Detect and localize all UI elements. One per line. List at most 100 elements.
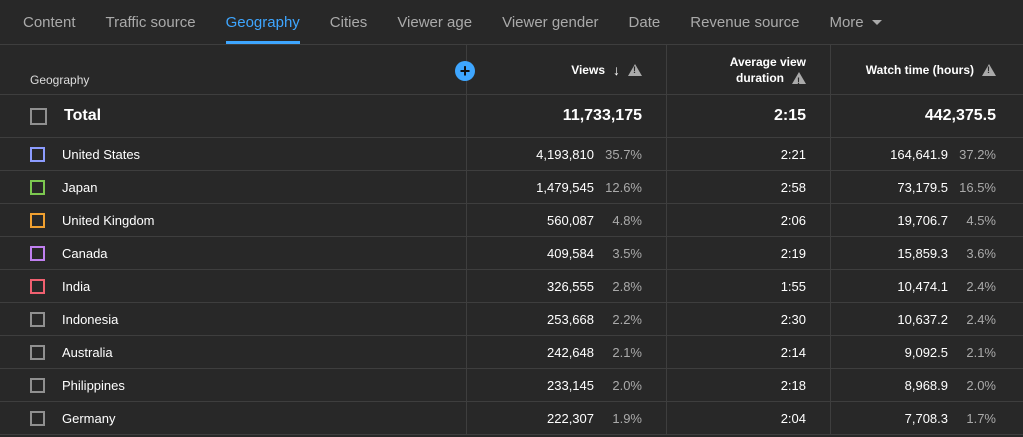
- views-percent: 2.8%: [612, 278, 642, 294]
- watch-header-label: Watch time (hours): [865, 62, 974, 77]
- avg-duration-value: 2:06: [780, 212, 806, 228]
- views-value: 253,668: [547, 311, 594, 327]
- geography-table: Geography + Views ↓ Average view duratio…: [0, 45, 1023, 435]
- watch-time-value: 8,968.9: [904, 377, 948, 393]
- avg-duration-value: 2:04: [780, 410, 806, 426]
- watch-time-percent: 2.4%: [966, 278, 996, 294]
- country-name: Indonesia: [62, 311, 119, 327]
- table-row: Philippines 233,145 2.0% 2:18 8,968.9 2.…: [0, 369, 1023, 402]
- tab-viewer-gender[interactable]: Viewer gender: [502, 13, 599, 31]
- watch-time-percent: 2.0%: [966, 377, 996, 393]
- tab-content[interactable]: Content: [23, 13, 76, 31]
- country-name[interactable]: United Kingdom: [62, 212, 155, 228]
- views-percent: 12.6%: [605, 179, 642, 195]
- avg-duration-value: 2:58: [780, 179, 806, 195]
- views-percent: 4.8%: [612, 212, 642, 228]
- country-name: Japan: [62, 179, 98, 195]
- watch-time-percent: 2.4%: [966, 311, 996, 327]
- row-checkbox[interactable]: [30, 311, 45, 327]
- watch-time-percent: 4.5%: [966, 212, 996, 228]
- table-row: United Kingdom 560,087 4.8% 2:06 19,706.…: [0, 204, 1023, 237]
- watch-time-value: 10,474.1: [897, 278, 948, 294]
- avg-duration-column-header[interactable]: Average view duration: [667, 45, 831, 94]
- row-checkbox[interactable]: [30, 212, 45, 228]
- views-value: 326,555: [547, 278, 594, 294]
- country-name[interactable]: India: [62, 278, 91, 294]
- table-row: Japan 1,479,545 12.6% 2:58 73,179.5 16.5…: [0, 171, 1023, 204]
- country-name[interactable]: Canada: [62, 245, 108, 261]
- avg-header-line1: Average view: [729, 54, 806, 69]
- watch-time-value: 10,637.2: [897, 311, 948, 327]
- row-checkbox[interactable]: [30, 278, 45, 294]
- table-body: United States 4,193,810 35.7% 2:21 164,6…: [0, 138, 1023, 435]
- chevron-down-icon: [871, 19, 882, 25]
- views-value: 409,584: [547, 245, 594, 261]
- views-percent: 35.7%: [605, 146, 642, 162]
- country-name[interactable]: Germany: [62, 410, 116, 426]
- avg-duration-value: 2:18: [780, 377, 806, 393]
- tab-viewer-age[interactable]: Viewer age: [397, 13, 473, 31]
- row-checkbox[interactable]: [30, 377, 45, 393]
- table-row: Canada 409,584 3.5% 2:19 15,859.3 3.6%: [0, 237, 1023, 270]
- views-value: 560,087: [547, 212, 594, 228]
- avg-duration-value: 2:21: [780, 146, 806, 162]
- views-value: 1,479,545: [536, 179, 594, 195]
- warning-icon[interactable]: [792, 71, 806, 89]
- watch-time-value: 15,859.3: [897, 245, 948, 261]
- views-header-label: Views: [571, 62, 605, 77]
- tab-geography[interactable]: Geography: [225, 0, 301, 44]
- tab-cities[interactable]: Cities: [329, 13, 368, 31]
- watch-time-percent: 37.2%: [959, 146, 996, 162]
- views-value: 4,193,810: [536, 146, 594, 162]
- tab-more-label: More: [829, 13, 864, 31]
- tab-traffic-source[interactable]: Traffic source: [105, 13, 196, 31]
- tab-more[interactable]: More: [829, 0, 882, 44]
- table-row: United States 4,193,810 35.7% 2:21 164,6…: [0, 138, 1023, 171]
- avg-duration-value: 1:55: [780, 278, 806, 294]
- table-row: Australia 242,648 2.1% 2:14 9,092.5 2.1%: [0, 336, 1023, 369]
- country-name[interactable]: United States: [62, 146, 141, 162]
- views-value: 233,145: [547, 377, 594, 393]
- report-tabs: Content Traffic source Geography Cities …: [0, 0, 1023, 45]
- avg-duration-value: 2:19: [780, 245, 806, 261]
- total-avg-duration: 2:15: [773, 107, 806, 124]
- views-column-header[interactable]: Views ↓: [467, 45, 667, 94]
- table-row: Germany 222,307 1.9% 2:04 7,708.3 1.7%: [0, 402, 1023, 435]
- row-checkbox[interactable]: [30, 146, 45, 162]
- add-metric-icon[interactable]: +: [455, 61, 475, 81]
- total-label: Total: [64, 107, 102, 124]
- row-checkbox[interactable]: [30, 344, 45, 360]
- table-header: Geography + Views ↓ Average view duratio…: [0, 45, 1023, 95]
- views-percent: 2.1%: [612, 344, 642, 360]
- total-watch-time: 442,375.5: [924, 107, 996, 124]
- sort-down-arrow-icon: ↓: [613, 61, 620, 78]
- row-checkbox[interactable]: [30, 245, 45, 261]
- total-checkbox[interactable]: [30, 107, 47, 125]
- warning-icon[interactable]: [982, 63, 996, 76]
- table-row: India 326,555 2.8% 1:55 10,474.1 2.4%: [0, 270, 1023, 303]
- country-name: Australia: [62, 344, 113, 360]
- views-percent: 3.5%: [612, 245, 642, 261]
- country-name: Philippines: [62, 377, 125, 393]
- views-percent: 2.2%: [612, 311, 642, 327]
- geography-header-label: Geography: [30, 72, 90, 87]
- geography-column-header[interactable]: Geography +: [0, 45, 475, 94]
- total-views: 11,733,175: [562, 107, 642, 124]
- table-row: Indonesia 253,668 2.2% 2:30 10,637.2 2.4…: [0, 303, 1023, 336]
- avg-header-line2: duration: [736, 70, 784, 85]
- tab-date[interactable]: Date: [628, 13, 661, 31]
- warning-icon[interactable]: [628, 63, 642, 76]
- watch-time-percent: 3.6%: [966, 245, 996, 261]
- row-checkbox[interactable]: [30, 410, 45, 426]
- views-percent: 1.9%: [612, 410, 642, 426]
- avg-duration-value: 2:30: [780, 311, 806, 327]
- row-checkbox[interactable]: [30, 179, 45, 195]
- watch-time-column-header[interactable]: Watch time (hours): [831, 45, 1022, 94]
- watch-time-percent: 2.1%: [966, 344, 996, 360]
- total-row: Total 11,733,175 2:15 442,375.5: [0, 95, 1023, 138]
- tab-revenue-source[interactable]: Revenue source: [690, 13, 800, 31]
- watch-time-value: 7,708.3: [904, 410, 948, 426]
- views-value: 242,648: [547, 344, 594, 360]
- watch-time-percent: 1.7%: [966, 410, 996, 426]
- avg-duration-value: 2:14: [780, 344, 806, 360]
